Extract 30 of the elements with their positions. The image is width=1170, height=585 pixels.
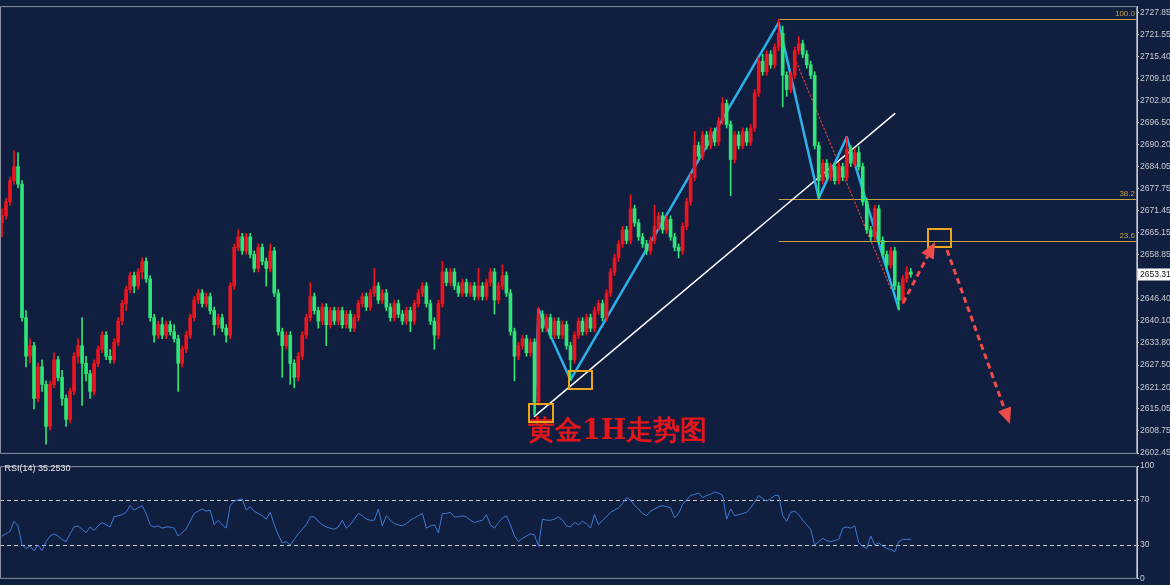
y-tick-label: 2665.15 bbox=[1140, 227, 1170, 238]
y-tick-label: 100 bbox=[1140, 460, 1155, 471]
annotation: 38.2 bbox=[1119, 189, 1136, 199]
y-tick-label: 2621.20 bbox=[1140, 381, 1170, 392]
y-tick-label: 2677.75 bbox=[1140, 182, 1170, 193]
y-tick-label: 70 bbox=[1140, 494, 1150, 505]
chart-title: RSI(14) 35.2530 bbox=[4, 462, 71, 473]
text: 黄金1H走势图 bbox=[527, 413, 708, 445]
y-tick-label: 2658.85 bbox=[1140, 249, 1170, 260]
y-tick-label: 2633.80 bbox=[1140, 337, 1170, 348]
y-tick-label: 2640.10 bbox=[1140, 315, 1170, 326]
annotation: 2653.31 bbox=[1140, 268, 1170, 279]
y-tick-label: 2684.05 bbox=[1140, 160, 1170, 171]
y-tick-label: 2727.85 bbox=[1140, 6, 1170, 17]
y-tick-label: 2702.80 bbox=[1140, 94, 1170, 105]
y-tick-label: 2615.05 bbox=[1140, 403, 1170, 414]
y-tick-label: 2602.45 bbox=[1140, 447, 1170, 458]
y-tick-label: 2715.40 bbox=[1140, 50, 1170, 61]
y-tick-label: 0 bbox=[1140, 573, 1145, 584]
annotation: 100.0 bbox=[1114, 9, 1136, 19]
y-tick-label: 2690.20 bbox=[1140, 139, 1170, 150]
y-tick-label: 2696.50 bbox=[1140, 117, 1170, 128]
y-tick-label: 2646.40 bbox=[1140, 293, 1170, 304]
y-tick-label: 2709.10 bbox=[1140, 72, 1170, 83]
y-tick-label: 2608.75 bbox=[1140, 425, 1170, 436]
y-tick-label: 2627.50 bbox=[1140, 359, 1170, 370]
annotation: 23.6 bbox=[1119, 231, 1136, 241]
y-tick-label: 2721.55 bbox=[1140, 29, 1170, 40]
y-tick-label: 2671.45 bbox=[1140, 205, 1170, 216]
y-tick-label: 30 bbox=[1140, 539, 1150, 550]
